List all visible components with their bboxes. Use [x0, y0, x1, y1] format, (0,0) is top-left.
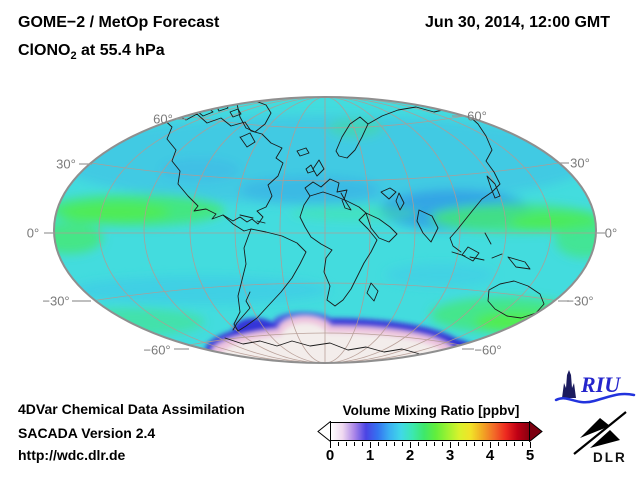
colorbar-tick-3: 3: [445, 447, 455, 464]
colorbar-title: Volume Mixing Ratio [ppbv]: [342, 403, 520, 418]
timestamp: Jun 30, 2014, 12:00 GMT: [425, 14, 610, 31]
dlr-emblem-icon: [573, 411, 627, 455]
lat-label-left-30s: −30°: [42, 293, 70, 309]
lat-label-left-60n: 60°: [153, 111, 173, 127]
lat-label-left-30n: 30°: [56, 156, 76, 172]
lat-label-right-30n: 30°: [570, 155, 590, 171]
website-url: http://wdc.dlr.de: [18, 447, 126, 463]
colorbar-tick-5: 5: [525, 447, 535, 464]
riu-logo: RIU: [554, 370, 636, 404]
colorbar-left-arrow-icon: [317, 421, 331, 442]
colorbar-gradient: [330, 422, 530, 441]
plot-subtitle: ClONO2 at 55.4 hPa: [18, 42, 165, 62]
map-coastlines: [160, 99, 571, 357]
version-label: SACADA Version 2.4: [18, 425, 156, 441]
pressure-level: at 55.4 hPa: [76, 42, 165, 59]
species-name: ClONO: [18, 42, 71, 59]
dlr-logo-text: DLR: [593, 450, 627, 465]
lat-label-right-30s: −30°: [566, 293, 594, 309]
colorbar-right-arrow-icon: [529, 421, 543, 442]
cathedral-icon: [562, 370, 576, 398]
assimilation-label: 4DVar Chemical Data Assimilation: [18, 401, 245, 417]
colorbar-tick-2: 2: [405, 447, 415, 464]
lat-label-right-60s: −60°: [474, 342, 502, 358]
river-wave-icon: [554, 392, 636, 404]
colorbar-tick-4: 4: [485, 447, 495, 464]
riu-logo-text: RIU: [580, 372, 621, 397]
dlr-logo: DLR: [573, 411, 627, 465]
plot-title: GOME−2 / MetOp Forecast: [18, 14, 220, 31]
colorbar-tick-1: 1: [365, 447, 375, 464]
latitude-ticks: [44, 115, 605, 350]
lat-label-left-0: 0°: [26, 225, 40, 241]
species-subscript: 2: [70, 50, 77, 63]
map-graticule: [54, 97, 596, 363]
colorbar-tick-0: 0: [325, 447, 335, 464]
map-rim: [53, 96, 597, 364]
lat-label-right-0: 0°: [604, 225, 618, 241]
colorbar-major-ticks: [330, 442, 531, 448]
lat-label-left-60s: −60°: [143, 342, 171, 358]
lat-label-right-60n: 60°: [467, 108, 487, 124]
